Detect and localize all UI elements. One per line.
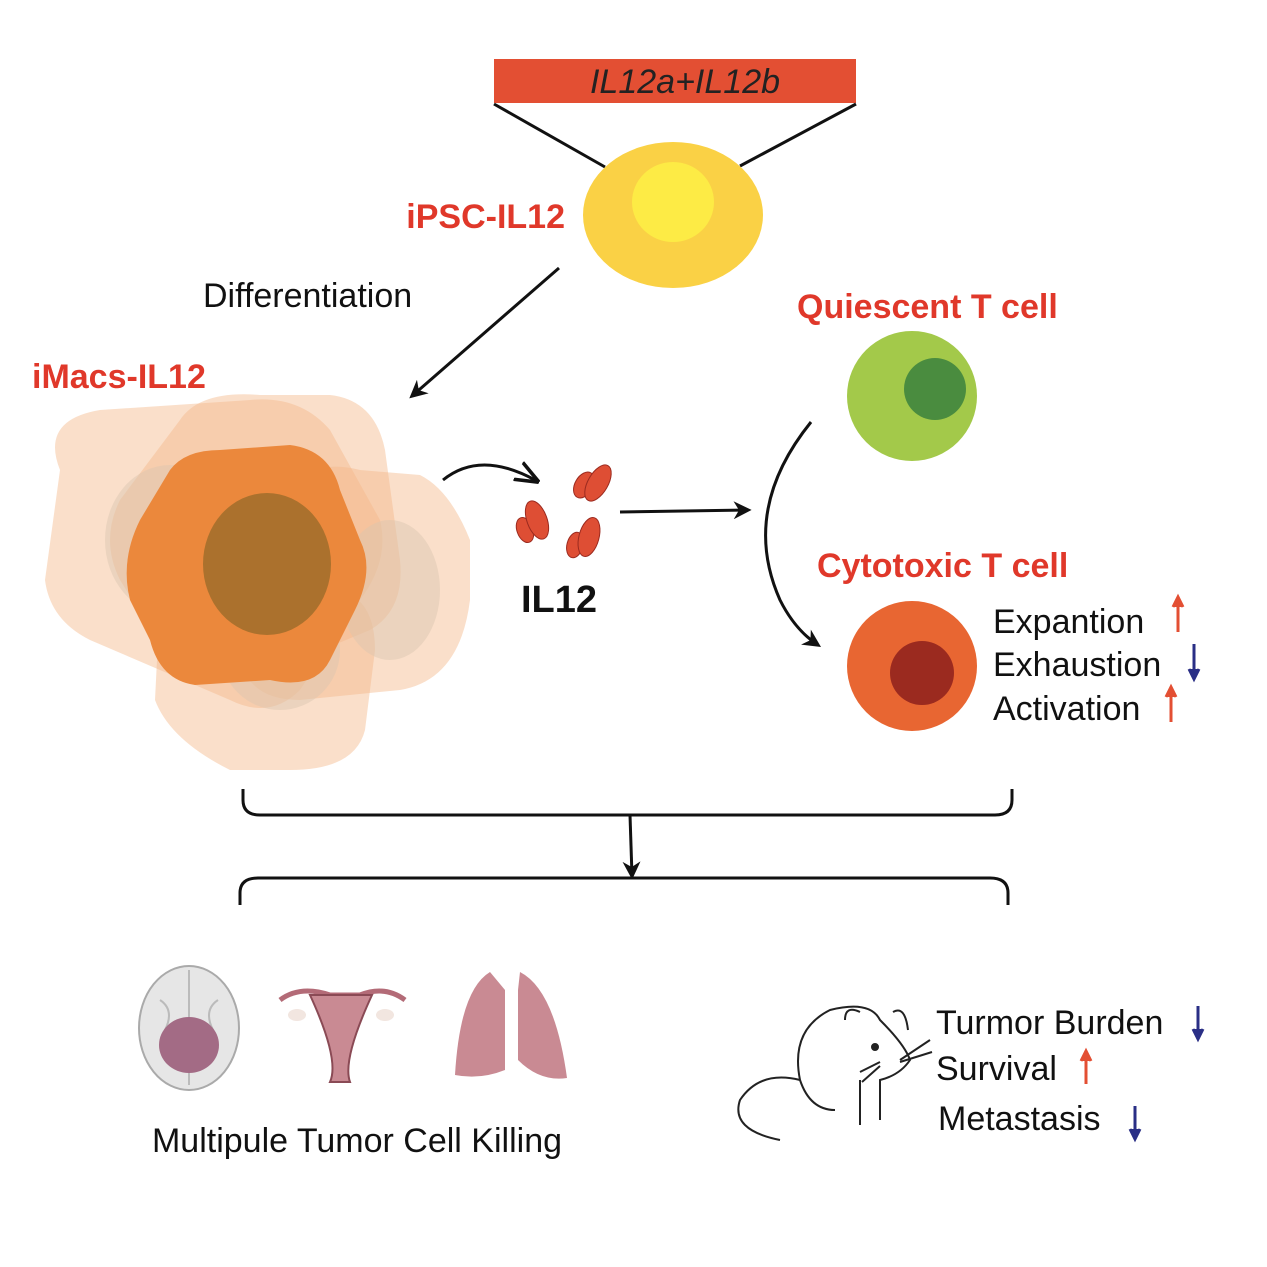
brace-bottom <box>238 876 1010 905</box>
gene-bar <box>494 59 856 103</box>
outcome-tumor-burden: Turmor Burden <box>936 1004 1163 1042</box>
il12-label: IL12 <box>521 579 597 621</box>
effect-exhaustion: Exhaustion <box>993 646 1161 684</box>
lungs-icon <box>455 972 567 1079</box>
up-arrow-icon <box>1164 683 1178 722</box>
effect-activation: Activation <box>993 690 1140 728</box>
imacs-nucleus <box>203 493 331 635</box>
up-arrow-icon <box>1079 1047 1093 1084</box>
differentiation-label: Differentiation <box>203 277 412 315</box>
killing-label: Multipule Tumor Cell Killing <box>152 1122 562 1160</box>
il12-to-tcell-arrow <box>619 501 752 520</box>
ipsc-label: iPSC-IL12 <box>406 198 565 236</box>
cytotoxic-t-cell-label: Cytotoxic T cell <box>817 547 1068 585</box>
down-arrow-icon <box>1191 1006 1205 1043</box>
mouse-outcomes: Turmor Burden Survival Metastasis <box>936 1004 1205 1143</box>
quiescent-t-cell-label: Quiescent T cell <box>797 288 1058 326</box>
il12-molecules <box>515 464 612 559</box>
brace-top <box>241 789 1014 817</box>
effect-list: Expantion Exhaustion Activation <box>993 593 1201 728</box>
secretion-arrow <box>442 465 535 480</box>
down-arrow-icon <box>1128 1106 1142 1143</box>
up-arrow-icon <box>1171 593 1185 632</box>
construct-line-right <box>739 102 857 168</box>
cytotoxic-t-cell <box>847 601 977 731</box>
activation-arrow <box>764 421 822 647</box>
down-arrow-icon <box>1187 644 1201 683</box>
imacs-label: iMacs-IL12 <box>32 358 206 396</box>
construct-line-left <box>493 102 606 169</box>
gene-construct: IL12a+IL12b <box>493 59 857 169</box>
outcome-survival: Survival <box>936 1050 1057 1088</box>
mouse-icon <box>737 1005 933 1141</box>
ipsc-cell <box>583 142 763 288</box>
brain-icon <box>138 965 240 1091</box>
outcome-arrow <box>622 814 641 880</box>
outcome-metastasis: Metastasis <box>938 1100 1101 1138</box>
effect-expansion: Expantion <box>993 603 1144 641</box>
imacs-cell-cluster <box>45 394 470 770</box>
ipsc-nucleus <box>632 162 714 242</box>
quiescent-t-cell <box>847 331 977 461</box>
gene-label: IL12a+IL12b <box>590 63 780 101</box>
differentiation-arrow <box>409 266 560 399</box>
uterus-icon <box>278 988 407 1083</box>
